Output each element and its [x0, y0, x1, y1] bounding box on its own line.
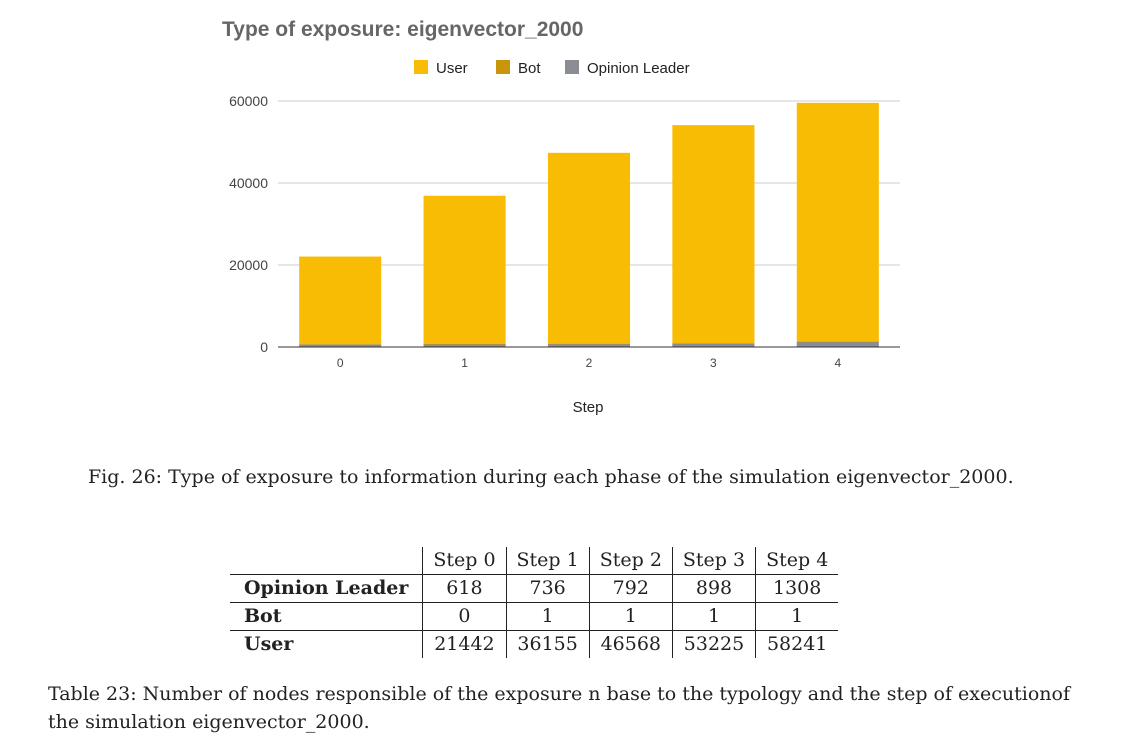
bar-segment [547, 343, 631, 345]
table-cell: 1 [505, 602, 590, 631]
bar-segment [423, 195, 506, 344]
bar-segment [672, 125, 755, 344]
stacked-bar-chart: Type of exposure: eigenvector_2000 User B… [222, 18, 900, 416]
bar-segment [423, 343, 506, 347]
x-axis-title: Step [573, 399, 604, 416]
table-header-step0: Step 0 [422, 547, 507, 575]
bar-segment [547, 343, 631, 347]
table-header-step4: Step 4 [755, 547, 839, 575]
bar-segment [672, 343, 755, 347]
x-tick-label: 0 [337, 356, 344, 370]
x-tick-label: 2 [586, 356, 593, 370]
table-header-step3: Step 3 [671, 547, 756, 575]
table-cell: 792 [588, 574, 673, 603]
bar-segment [423, 343, 506, 345]
table-row-label: Opinion Leader [244, 577, 409, 599]
legend-swatch [496, 60, 510, 74]
x-tick-label: 3 [710, 356, 717, 370]
table-row: User 21442 36155 46568 53225 58241 [230, 630, 839, 658]
table-row-label: User [244, 633, 294, 655]
table-row-label: Bot [244, 605, 282, 627]
table-cell: 46568 [588, 630, 673, 658]
chart-title: Type of exposure: eigenvector_2000 [222, 18, 583, 41]
y-tick-label: 0 [260, 339, 268, 355]
table-cell: 1 [755, 602, 839, 631]
bar-segment [796, 341, 879, 343]
table-header-row: Step 0 Step 1 Step 2 Step 3 Step 4 [230, 547, 839, 575]
table-row: Opinion Leader 618 736 792 898 1308 [230, 574, 839, 603]
x-axis-ticks: 0 1 2 3 4 [337, 356, 842, 370]
y-tick-label: 20000 [229, 257, 268, 273]
legend-swatch [414, 60, 428, 74]
table-cell: 21442 [422, 630, 507, 658]
table-cell: 36155 [505, 630, 590, 658]
y-tick-label: 40000 [229, 175, 268, 191]
table-cell: 58241 [755, 630, 839, 658]
bar-segment [299, 344, 382, 347]
table-cell: 898 [671, 574, 756, 603]
table-cell: 53225 [671, 630, 756, 658]
table-cell: 618 [422, 574, 507, 603]
table-caption: Table 23: Number of nodes responsible of… [48, 683, 1071, 733]
figure-caption: Fig. 26: Type of exposure to information… [88, 466, 1014, 488]
data-table: Step 0 Step 1 Step 2 Step 3 Step 4 Opini… [230, 547, 839, 658]
legend-swatch [565, 60, 579, 74]
bar-segment [796, 102, 879, 342]
x-tick-label: 1 [461, 356, 468, 370]
bars [299, 102, 879, 347]
bar-segment [547, 152, 631, 344]
table-header-step1: Step 1 [505, 547, 590, 575]
table-cell: 0 [422, 602, 507, 631]
legend-label: User [436, 60, 468, 77]
table-cell: 736 [505, 574, 590, 603]
y-axis-ticks: 0 20000 40000 60000 [229, 93, 268, 355]
legend-label: Opinion Leader [587, 60, 690, 77]
chart-legend: User Bot Opinion Leader [414, 60, 690, 77]
x-tick-label: 4 [834, 356, 841, 370]
table-cell: 1 [588, 602, 673, 631]
table-header-step2: Step 2 [588, 547, 673, 575]
table-cell: 1 [671, 602, 756, 631]
table-row: Bot 0 1 1 1 1 [230, 602, 839, 631]
y-tick-label: 60000 [229, 93, 268, 109]
table-cell: 1308 [755, 574, 839, 603]
legend-label: Bot [518, 60, 541, 77]
bar-segment [796, 341, 879, 347]
bar-segment [672, 343, 755, 344]
table-corner [230, 547, 423, 575]
bar-segment [299, 256, 382, 345]
